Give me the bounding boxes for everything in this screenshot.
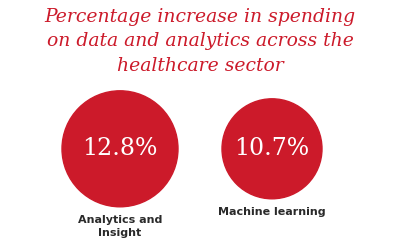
Text: Machine learning: Machine learning	[218, 207, 326, 217]
Text: 10.7%: 10.7%	[234, 137, 310, 160]
Circle shape	[222, 99, 322, 199]
Circle shape	[62, 91, 178, 207]
Text: Percentage increase in spending
on data and analytics across the
healthcare sect: Percentage increase in spending on data …	[44, 8, 356, 75]
Text: Analytics and
Insight: Analytics and Insight	[78, 215, 162, 238]
Text: 12.8%: 12.8%	[82, 137, 158, 160]
